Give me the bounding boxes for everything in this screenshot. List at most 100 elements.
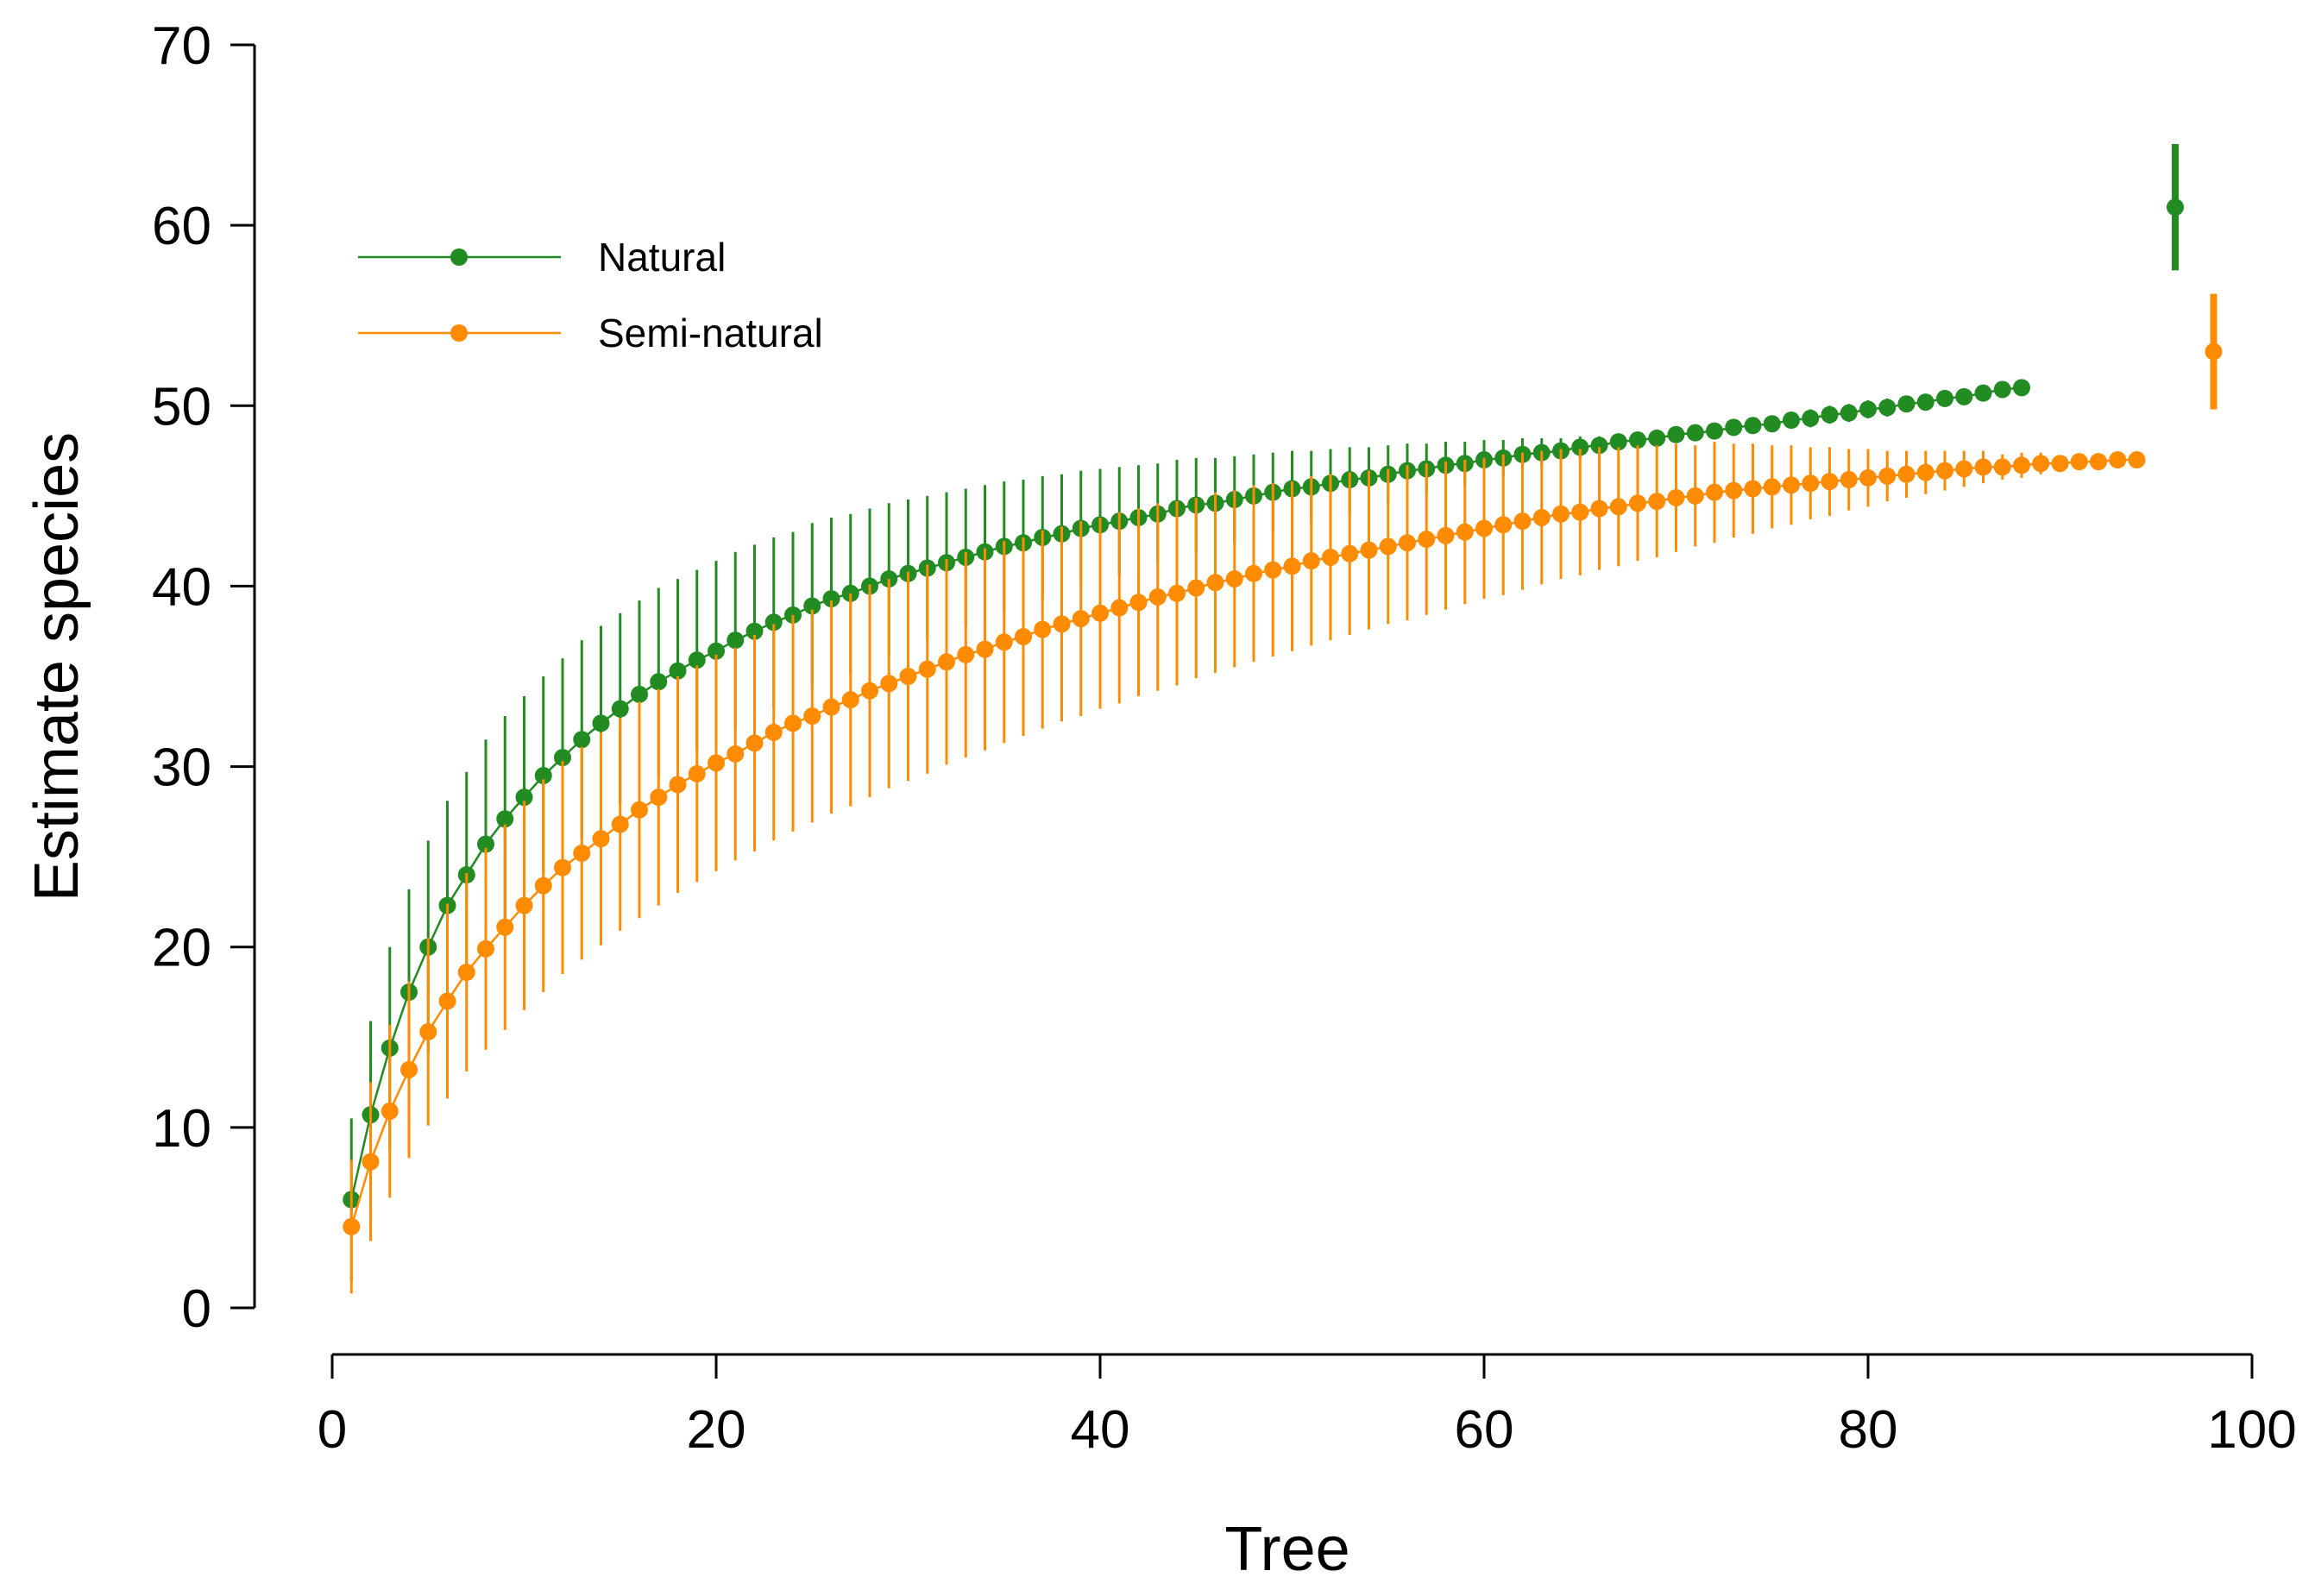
y-tick-label: 0 (182, 1279, 211, 1339)
data-point (1916, 393, 1934, 412)
data-point (1571, 503, 1589, 521)
data-point (2013, 379, 2030, 397)
data-point (611, 815, 629, 833)
data-point (1552, 505, 1570, 523)
data-point (1763, 478, 1781, 496)
x-axis: 0 20 40 60 80 100 (318, 1353, 2297, 1460)
data-point (1494, 516, 1513, 534)
data-point (1532, 508, 1551, 526)
y-tick-label: 10 (152, 1099, 211, 1159)
data-point (1993, 458, 2011, 476)
data-point (1418, 531, 1436, 549)
data-point (1590, 437, 1608, 455)
data-point (1187, 579, 1205, 597)
data-point (573, 844, 591, 862)
data-point (631, 685, 648, 703)
data-point (1571, 438, 1589, 456)
y-tick-label: 50 (152, 377, 211, 437)
data-point (1034, 620, 1052, 638)
data-point (957, 645, 975, 663)
data-point (1053, 615, 1071, 633)
data-point (1437, 526, 1455, 544)
data-point (650, 789, 668, 807)
data-point (1072, 610, 1090, 628)
legend: Natural Semi-natural (358, 235, 823, 355)
data-point (1322, 548, 1339, 566)
data-point (1783, 476, 1800, 494)
data-point (918, 660, 936, 678)
data-point (1302, 552, 1320, 570)
data-point (841, 691, 859, 709)
data-point (611, 700, 629, 718)
data-point (976, 640, 994, 658)
data-point (1783, 412, 1800, 430)
data-point (745, 622, 764, 640)
data-point (1456, 523, 1474, 541)
data-point (764, 723, 783, 741)
data-point (727, 631, 745, 650)
data-point (496, 810, 514, 828)
data-point (1590, 500, 1608, 518)
legend-label: Semi-natural (598, 311, 823, 355)
data-point (1936, 389, 1953, 407)
legend-marker (450, 248, 468, 266)
data-point (1897, 395, 1916, 413)
series-semi-natural (343, 293, 2223, 1294)
data-point (1168, 584, 1186, 602)
data-point (1955, 460, 1973, 478)
data-point (438, 992, 456, 1010)
data-point (727, 745, 745, 763)
data-point (688, 651, 706, 669)
data-point (1859, 400, 1877, 418)
y-axis: 0 10 20 30 40 50 60 70 (152, 16, 256, 1339)
x-tick-label: 60 (1455, 1400, 1514, 1460)
data-point (861, 682, 878, 700)
data-point (688, 764, 706, 782)
data-point (1341, 544, 1359, 562)
data-point (1936, 462, 1953, 480)
y-tick-label: 40 (152, 557, 211, 617)
data-point (745, 734, 764, 752)
series-line (350, 458, 2137, 1228)
data-point (995, 633, 1013, 651)
x-axis-title: Tree (1224, 1515, 1349, 1584)
data-point (1974, 384, 1992, 402)
data-point (1148, 588, 1167, 606)
data-point (1648, 493, 1666, 511)
data-point (477, 835, 494, 853)
data-point (1399, 534, 1416, 552)
series-natural (343, 144, 2184, 1281)
data-point (1245, 564, 1262, 582)
data-point (419, 1023, 437, 1041)
data-point (1955, 387, 1973, 405)
y-tick-label: 70 (152, 16, 211, 76)
data-point (1475, 519, 1493, 537)
data-point (2128, 451, 2146, 469)
legend-label: Natural (598, 235, 726, 280)
data-point (343, 1217, 361, 1235)
data-point (477, 939, 494, 958)
data-point (880, 675, 898, 693)
data-point (381, 1103, 399, 1121)
data-point (708, 754, 725, 772)
data-point (1897, 465, 1916, 483)
data-point (2032, 455, 2050, 473)
data-point (496, 918, 514, 936)
data-point (1283, 557, 1301, 575)
x-tick-label: 100 (2207, 1400, 2296, 1460)
y-tick-label: 30 (152, 738, 211, 798)
data-point (573, 731, 591, 749)
data-point (1993, 380, 2011, 399)
legend-item-natural: Natural (358, 235, 726, 280)
plot-series (343, 144, 2223, 1294)
data-point (1667, 488, 1685, 506)
data-point (938, 653, 955, 671)
data-point (899, 668, 917, 685)
data-point (592, 830, 610, 848)
series-line (350, 386, 2022, 1200)
data-point (1648, 429, 1666, 447)
y-axis-title: Estimate species (22, 432, 91, 902)
data-point (1974, 458, 1992, 476)
data-point (554, 858, 571, 877)
data-point (1821, 405, 1839, 424)
